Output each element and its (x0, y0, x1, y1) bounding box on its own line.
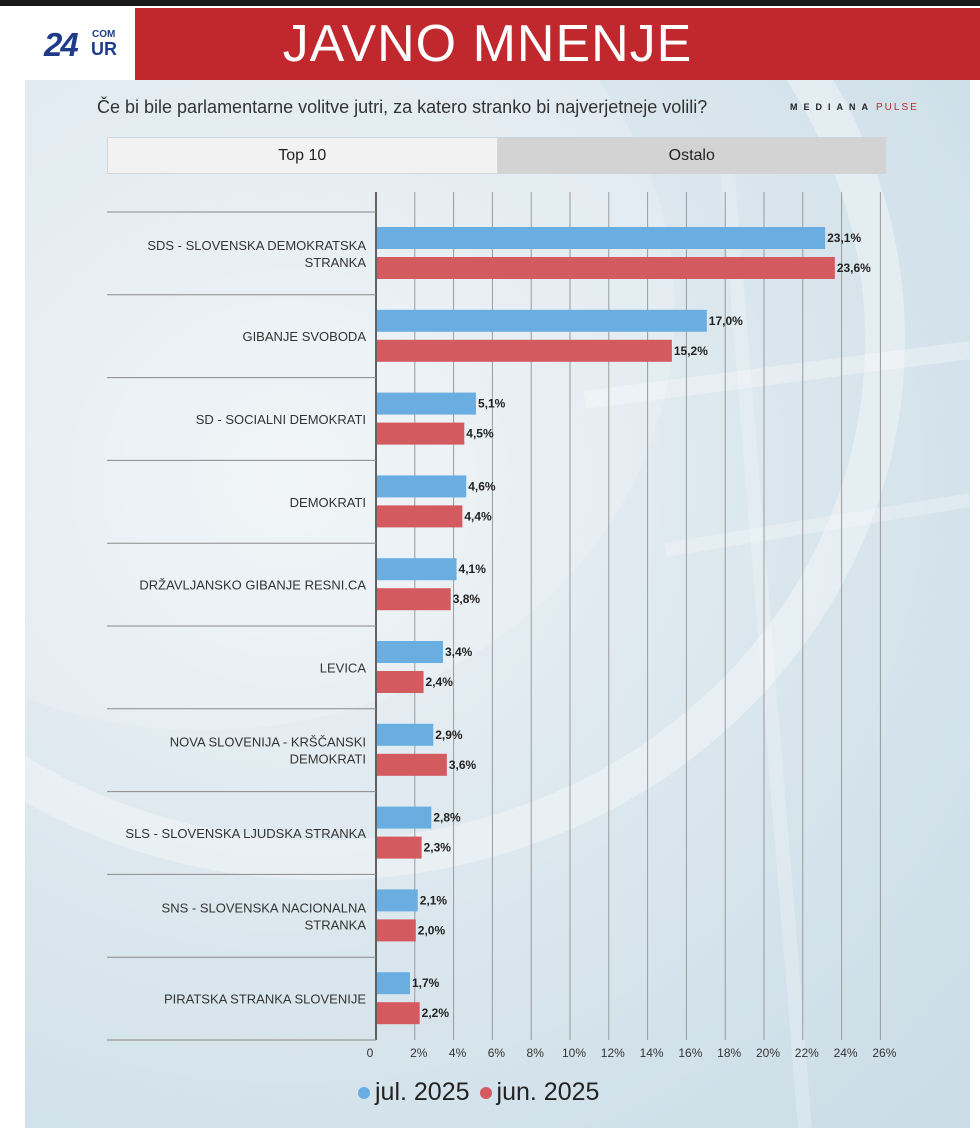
data-label: 3,4% (445, 645, 473, 659)
data-label: 2,1% (420, 893, 448, 907)
x-tick-label: 26% (872, 1046, 896, 1060)
data-label: 1,7% (412, 976, 440, 990)
data-label: 2,8% (433, 811, 461, 825)
category-label: DEMOKRATI (290, 752, 366, 767)
x-tick-label: 14% (640, 1046, 664, 1060)
bar-jul (377, 972, 410, 995)
mediana-pulse-logo: MEDIANA PULSE (790, 97, 919, 115)
top-line (0, 0, 980, 6)
brand-pulse: PULSE (876, 102, 919, 113)
data-label: 2,3% (424, 841, 452, 855)
x-tick-label: 22% (795, 1046, 819, 1060)
category-label: PIRATSKA STRANKA SLOVENIJE (164, 992, 366, 1007)
bar-jun (377, 753, 447, 776)
data-label: 4,1% (459, 562, 487, 576)
bar-jun (377, 919, 416, 942)
chart-panel (25, 80, 970, 1128)
x-tick-label: 12% (601, 1046, 625, 1060)
data-label: 2,0% (418, 923, 446, 937)
bar-jun (377, 671, 424, 693)
brand-name: MEDIANA (790, 102, 874, 112)
category-label: LEVICA (320, 660, 367, 675)
bar-jun (377, 836, 422, 859)
tab-ostalo[interactable]: Ostalo (497, 137, 886, 174)
bar-jun (377, 1002, 420, 1025)
data-label: 4,5% (466, 427, 494, 441)
data-label: 4,4% (464, 509, 492, 523)
category-label: SD - SOCIALNI DEMOKRATI (196, 412, 366, 427)
data-label: 3,6% (449, 758, 477, 772)
bar-jul (377, 641, 443, 663)
24ur-logo[interactable]: 24 COM UR (44, 26, 118, 63)
chart-legend: jul. 2025 jun. 2025 (358, 1078, 609, 1107)
x-tick-label: 20% (756, 1046, 780, 1060)
legend-label-jun: jun. 2025 (496, 1078, 600, 1106)
bar-jul (377, 723, 434, 746)
x-tick-label: 4% (449, 1046, 467, 1060)
logo-com: COM (92, 29, 116, 40)
data-label: 2,2% (422, 1006, 450, 1020)
data-label: 17,0% (709, 314, 743, 328)
x-tick-label: 24% (834, 1046, 858, 1060)
logo-number: 24 (44, 26, 79, 63)
tab-top-10[interactable]: Top 10 (107, 137, 498, 174)
x-tick-label: 10% (562, 1046, 586, 1060)
logo-ur: UR (91, 39, 117, 59)
category-label: NOVA SLOVENIJA - KRŠČANSKI (170, 735, 366, 750)
data-label: 2,9% (435, 728, 463, 742)
bar-jul (377, 227, 826, 249)
x-tick-label: 0 (367, 1046, 374, 1060)
bar-jun (377, 257, 835, 279)
bar-jun (377, 588, 451, 611)
legend-dot-jul-icon (358, 1086, 370, 1099)
title-banner: JAVNO MNENJE (135, 8, 980, 80)
tab-bar: Top 10 Ostalo (107, 137, 886, 174)
legend-item-jul: jul. 2025 (358, 1078, 470, 1107)
bar-jun (377, 339, 672, 362)
category-label: GIBANJE SVOBODA (242, 329, 366, 344)
x-tick-label: 6% (488, 1046, 506, 1060)
bar-jul (377, 889, 418, 912)
category-label: SDS - SLOVENSKA DEMOKRATSKA (147, 238, 366, 253)
category-label: DEMOKRATI (290, 495, 366, 510)
x-tick-label: 18% (717, 1046, 741, 1060)
category-label: DRŽAVLJANSKO GIBANJE RESNI.CA (139, 578, 366, 593)
category-label: SLS - SLOVENSKA LJUDSKA STRANKA (125, 826, 366, 841)
category-label: SNS - SLOVENSKA NACIONALNA (162, 900, 367, 915)
data-label: 15,2% (674, 344, 708, 358)
x-tick-label: 16% (678, 1046, 702, 1060)
x-tick-label: 2% (410, 1046, 428, 1060)
bar-jun (377, 505, 463, 528)
bar-jul (377, 392, 476, 415)
bar-jul (377, 309, 707, 332)
legend-label-jul: jul. 2025 (375, 1078, 470, 1106)
data-label: 3,8% (453, 592, 481, 606)
data-label: 23,6% (837, 261, 871, 275)
category-label: STRANKA (305, 255, 367, 270)
page-title: JAVNO MNENJE (282, 15, 693, 73)
category-label: STRANKA (305, 917, 367, 932)
legend-dot-jun-icon (479, 1086, 492, 1099)
bar-jul (377, 475, 467, 498)
x-tick-label: 8% (527, 1046, 545, 1060)
data-label: 2,4% (426, 675, 454, 689)
legend-item-jun: jun. 2025 (479, 1078, 600, 1107)
bar-jul (377, 558, 457, 581)
data-label: 4,6% (468, 479, 496, 493)
data-label: 5,1% (478, 397, 506, 411)
data-label: 23,1% (827, 231, 861, 245)
bar-jul (377, 806, 432, 829)
bar-jun (377, 422, 465, 445)
poll-question: Če bi bile parlamentarne volitve jutri, … (97, 97, 708, 117)
